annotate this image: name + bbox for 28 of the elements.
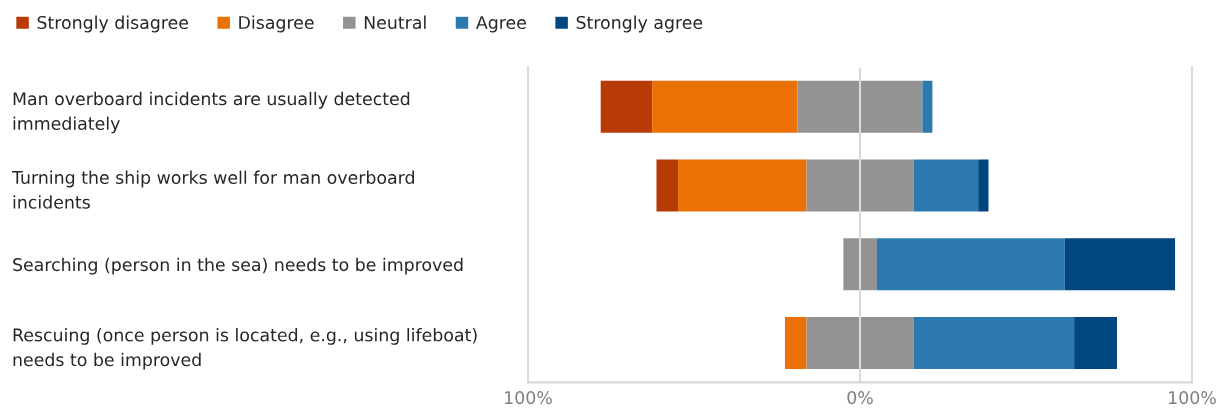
bar bbox=[913, 317, 1075, 370]
bar bbox=[600, 80, 653, 133]
legend-label: Agree bbox=[476, 16, 526, 33]
bar bbox=[922, 80, 933, 133]
bar bbox=[843, 238, 877, 291]
bar bbox=[784, 317, 807, 370]
bar bbox=[1074, 317, 1117, 370]
bar bbox=[656, 159, 679, 212]
bar bbox=[978, 159, 989, 212]
bar bbox=[876, 238, 1065, 291]
bar bbox=[652, 80, 798, 133]
bar bbox=[806, 317, 914, 370]
y-tick-label: Man overboard incidents are usually detected immediately bbox=[13, 91, 410, 134]
bar bbox=[1064, 238, 1176, 291]
bar bbox=[913, 159, 979, 212]
y-tick-label: Rescuing (once person is located, e.g., using lifeboat) needs to be improved bbox=[13, 328, 477, 370]
y-tick-label: Searching (person in the sea) needs to be improved bbox=[13, 257, 463, 275]
legend-label: Neutral bbox=[364, 15, 426, 30]
bar bbox=[797, 80, 923, 133]
x-tick-label: 100% bbox=[505, 391, 552, 405]
y-tick-label: Turning the ship works well for man overboard incidents bbox=[11, 170, 414, 209]
bar bbox=[806, 159, 914, 212]
x-tick-label: 0% bbox=[847, 391, 873, 405]
legend-label: Disagree bbox=[239, 15, 314, 33]
legend-label: Strongly agree bbox=[576, 15, 703, 33]
x-tick-label: 100% bbox=[1169, 391, 1216, 405]
legend-label: Strongly disagree bbox=[37, 15, 189, 33]
bar bbox=[678, 159, 807, 212]
